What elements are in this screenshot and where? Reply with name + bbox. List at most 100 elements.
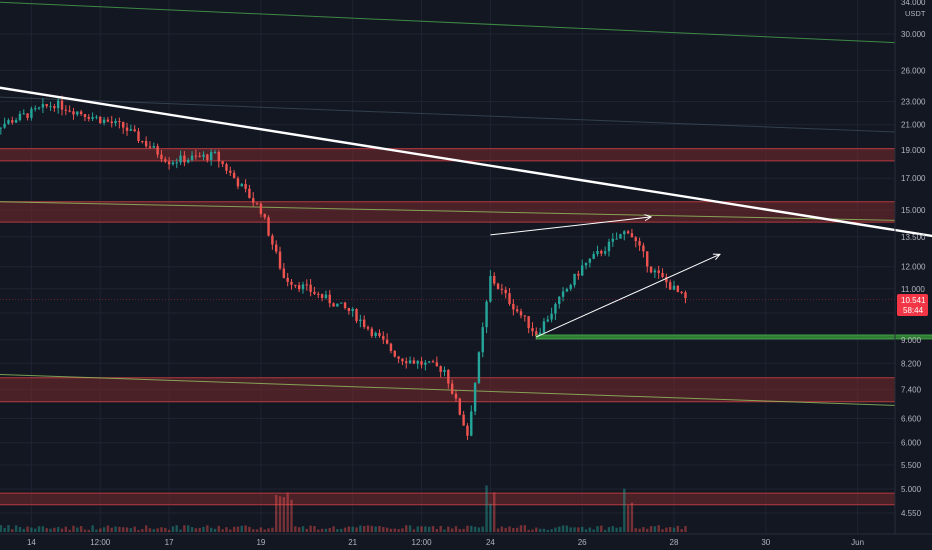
volume-bar: [428, 526, 431, 532]
volume-bar: [642, 527, 645, 532]
candle-body: [110, 121, 113, 124]
candle-body: [240, 183, 243, 187]
candle-body: [187, 159, 190, 163]
resistance-zone: [0, 148, 895, 161]
candle-body: [106, 119, 110, 122]
volume-bar: [336, 529, 339, 532]
volume-bar: [217, 525, 221, 532]
volume-bar: [416, 526, 419, 532]
candle-body: [680, 291, 683, 293]
volume-bar: [366, 525, 370, 532]
candle-body: [378, 332, 381, 337]
volume-bar: [252, 529, 255, 532]
time-tick-label: 19: [256, 538, 265, 547]
candle-body: [332, 303, 335, 307]
time-tick-label: 14: [27, 538, 36, 547]
volume-bar: [477, 527, 481, 532]
candle-body: [297, 285, 301, 290]
candle-body: [267, 217, 270, 236]
volume-bar: [286, 492, 289, 532]
candle-body: [428, 361, 431, 363]
price-tick-label: 34.000: [901, 0, 926, 7]
candle-body: [523, 315, 527, 317]
volume-bar: [83, 529, 87, 532]
candle-body: [137, 131, 140, 141]
candle-body: [30, 108, 33, 118]
candle-body: [286, 277, 289, 282]
candle-body: [148, 146, 152, 148]
volume-bar: [179, 529, 182, 532]
candle-body: [125, 127, 129, 131]
volume-bar: [275, 495, 278, 532]
candle-body: [95, 116, 98, 118]
volume-bar: [26, 526, 29, 532]
volume-bar: [232, 526, 236, 532]
volume-bar: [60, 528, 64, 532]
time-tick-label: 24: [486, 538, 495, 547]
candle-body: [202, 154, 205, 157]
volume-bar: [129, 528, 133, 532]
candle-body: [527, 316, 530, 329]
candle-body: [385, 339, 389, 344]
channel-line: [0, 96, 896, 133]
candle-body: [496, 283, 500, 289]
descending-trendline[interactable]: [0, 85, 932, 238]
volume-bar: [137, 529, 140, 532]
candle-body: [171, 162, 175, 165]
candle-body: [320, 294, 324, 298]
candle-body: [584, 262, 588, 266]
volume-bar: [653, 526, 657, 532]
price-tick-label: 7.400: [901, 385, 922, 394]
support-line[interactable]: [535, 334, 932, 340]
candle-body: [118, 121, 121, 123]
volume-bar: [389, 528, 393, 532]
candle-body: [454, 393, 458, 399]
volume-bar: [447, 526, 450, 532]
candle-body: [7, 120, 10, 124]
volume-bar: [397, 529, 400, 532]
volume-bar: [144, 525, 148, 532]
volume-bar: [473, 526, 477, 532]
candle-body: [416, 361, 419, 364]
price-tick-label: 26.000: [901, 66, 926, 75]
volume-bar: [355, 527, 358, 532]
wedge-lower-arrow[interactable]: [536, 253, 721, 338]
volume-bar: [581, 526, 584, 532]
volume-bar: [603, 529, 607, 532]
candle-body: [0, 127, 3, 129]
volume-bar: [41, 526, 45, 532]
volume-bar: [110, 527, 113, 532]
candle-body: [623, 231, 626, 235]
candle-body: [649, 266, 653, 273]
candle-body: [22, 113, 25, 115]
candle-body: [76, 111, 79, 115]
candle-body: [512, 303, 515, 310]
candle-body: [114, 121, 117, 124]
channel-line: [0, 1, 896, 44]
volume-bar: [439, 525, 442, 532]
candle-body: [45, 104, 48, 107]
volume-bar: [649, 526, 653, 532]
volume-bar: [500, 526, 504, 532]
candle-body: [37, 107, 41, 109]
candle-body: [3, 123, 6, 128]
candle-body: [393, 350, 396, 357]
candle-body: [156, 146, 159, 155]
time-tick-label: 12:00: [90, 538, 111, 547]
last-price-tag[interactable]: 10.541 58:44: [897, 294, 928, 316]
volume-bar: [458, 529, 461, 532]
candle-body: [462, 414, 465, 426]
volume-bar: [148, 528, 152, 532]
volume-bar: [290, 499, 293, 532]
volume-bar: [244, 525, 247, 532]
wedge-upper-arrow[interactable]: [490, 216, 652, 236]
volume-bar: [320, 528, 324, 532]
candle-body: [14, 120, 18, 123]
candle-body: [301, 284, 305, 290]
volume-bar: [160, 527, 163, 532]
volume-bar: [496, 528, 500, 532]
drawings[interactable]: [0, 85, 932, 340]
